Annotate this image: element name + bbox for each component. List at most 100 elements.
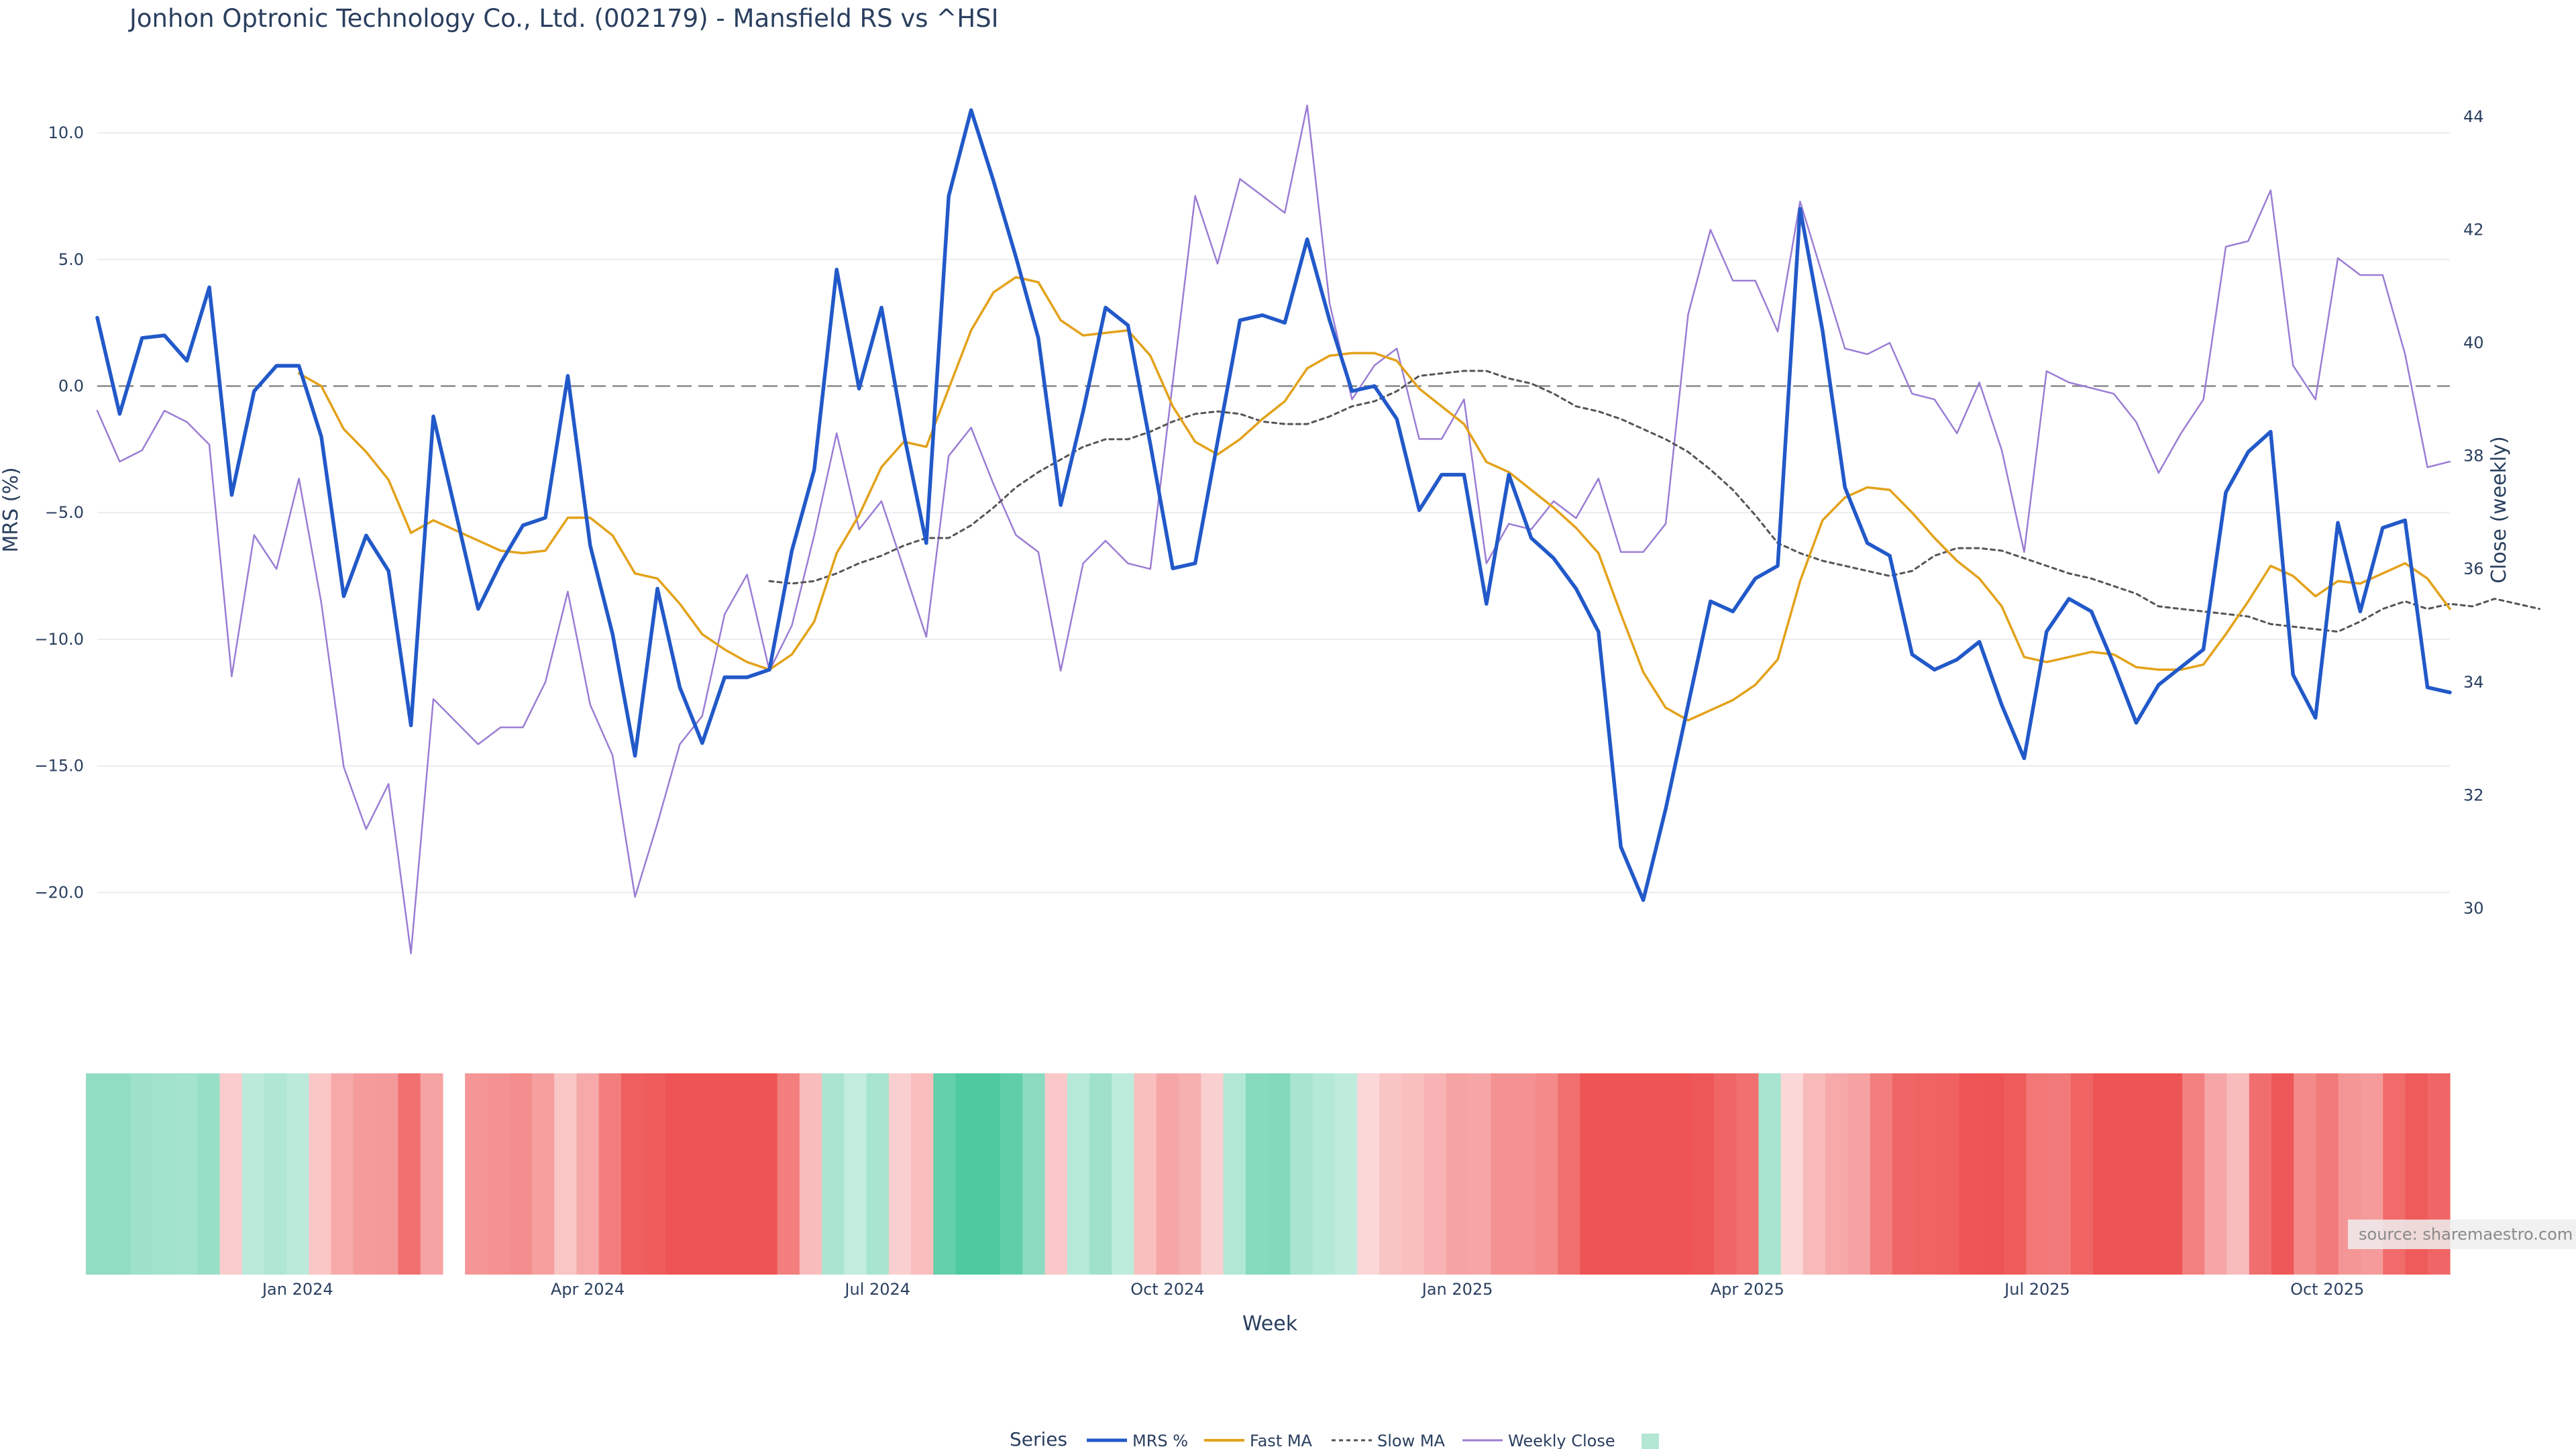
regime-cell <box>1981 1073 2004 1275</box>
regime-cell <box>1468 1073 1492 1275</box>
regime-cell <box>1179 1073 1201 1275</box>
y-tick-label: −20.0 <box>34 883 84 902</box>
regime-cell <box>688 1073 711 1275</box>
legend-label-weekly-close: Weekly Close <box>1508 1432 1615 1449</box>
regime-cell <box>822 1073 845 1275</box>
regime-cell <box>1067 1073 1090 1275</box>
x-tick-label: Jan 2024 <box>261 1280 333 1299</box>
regime-cell <box>955 1073 979 1275</box>
x-tick-label: Jan 2025 <box>1421 1280 1493 1299</box>
regime-cell <box>888 1073 912 1275</box>
regime-cell <box>755 1073 778 1275</box>
regime-cell <box>2249 1073 2272 1275</box>
regime-cell <box>2271 1073 2294 1275</box>
weekly-close-line <box>96 104 2451 955</box>
y2-tick-label: 34 <box>2463 673 2484 692</box>
regime-cell <box>1379 1073 1403 1275</box>
regime-cell <box>1446 1073 1469 1275</box>
series-layer <box>95 104 2541 955</box>
regime-cell <box>1201 1073 1224 1275</box>
chart-title: Jonhon Optronic Technology Co., Ltd. (00… <box>128 4 999 33</box>
regime-cell <box>1223 1073 1246 1275</box>
regime-cell <box>710 1073 733 1275</box>
regime-cell <box>1134 1073 1157 1275</box>
regime-cell <box>1401 1073 1425 1275</box>
legend-swatch-regime[interactable] <box>1642 1434 1659 1449</box>
regime-cell <box>777 1073 800 1275</box>
x-axis-ticks: Jan 2024 Apr 2024 Jul 2024 Oct 2024 Jan 2025… <box>261 1280 2364 1299</box>
regime-cell <box>197 1073 221 1275</box>
regime-cell <box>1312 1073 1336 1275</box>
regime-cell <box>241 1073 265 1275</box>
legend-item-mrs[interactable]: MRS % <box>1087 1432 1188 1449</box>
x-tick-label: Jul 2025 <box>2003 1280 2070 1299</box>
regime-cell <box>1870 1073 1893 1275</box>
regime-cell <box>1937 1073 1960 1275</box>
regime-cell <box>866 1073 890 1275</box>
source-text: source: sharemaestro.com <box>2359 1225 2573 1244</box>
regime-cell <box>420 1073 443 1275</box>
legend-item-fast-ma[interactable]: Fast MA <box>1204 1432 1313 1449</box>
regime-cell <box>554 1073 577 1275</box>
regime-cell <box>1713 1073 1737 1275</box>
y-tick-label: −10.0 <box>34 630 84 649</box>
x-tick-label: Apr 2024 <box>551 1280 625 1299</box>
regime-cell <box>1736 1073 1759 1275</box>
y2-axis-title: Close (weekly) <box>2487 436 2511 584</box>
y-tick-label: −5.0 <box>45 503 84 522</box>
regime-cell <box>844 1073 867 1275</box>
mrs-line <box>95 108 2452 902</box>
regime-cell <box>2093 1073 2116 1275</box>
regime-cell <box>1245 1073 1269 1275</box>
regime-cell <box>1268 1073 1291 1275</box>
regime-cell <box>1491 1073 1514 1275</box>
regime-cell <box>2004 1073 2027 1275</box>
regime-cell <box>174 1073 198 1275</box>
x-axis-title: Week <box>1242 1312 1298 1336</box>
regime-cell <box>1356 1073 1380 1275</box>
regime-cell <box>264 1073 287 1275</box>
regime-cell <box>933 1073 957 1275</box>
regime-cell <box>621 1073 644 1275</box>
regime-cell <box>1000 1073 1023 1275</box>
y-tick-label: −15.0 <box>34 757 84 775</box>
legend-item-weekly-close[interactable]: Weekly Close <box>1462 1432 1615 1449</box>
y-tick-label: 5.0 <box>58 250 84 269</box>
legend-label-fast-ma: Fast MA <box>1250 1432 1313 1449</box>
source-note-background <box>2348 1220 2576 1249</box>
x-tick-label: Oct 2025 <box>2290 1280 2364 1299</box>
regime-cell <box>509 1073 533 1275</box>
regime-cell <box>1959 1073 1982 1275</box>
y2-tick-label: 30 <box>2463 899 2484 918</box>
y-axis-title: MRS (%) <box>0 467 23 552</box>
regime-cell <box>2316 1073 2339 1275</box>
regime-cell <box>1580 1073 1603 1275</box>
regime-cell <box>1156 1073 1179 1275</box>
regime-cell <box>799 1073 822 1275</box>
regime-cell <box>2048 1073 2072 1275</box>
y-tick-label: 10.0 <box>48 123 84 142</box>
regime-cell <box>1112 1073 1135 1275</box>
legend[interactable]: Series MRS % Fast MA Slow MA Weekly Clos… <box>1010 1428 1659 1449</box>
regime-cell <box>398 1073 421 1275</box>
regime-cell <box>2226 1073 2250 1275</box>
regime-cell <box>2137 1073 2161 1275</box>
fast-ma-line <box>297 276 2451 722</box>
regime-cell <box>1780 1073 1804 1275</box>
regime-cell <box>643 1073 666 1275</box>
regime-cell <box>1089 1073 1112 1275</box>
grid <box>97 132 2450 894</box>
regime-cell <box>2182 1073 2205 1275</box>
regime-cell <box>219 1073 243 1275</box>
regime-cell <box>353 1073 376 1275</box>
regime-cell <box>1892 1073 1915 1275</box>
legend-label-slow-ma: Slow MA <box>1377 1432 1446 1449</box>
regime-cell <box>665 1073 689 1275</box>
regime-cell <box>2294 1073 2317 1275</box>
regime-cell <box>733 1073 755 1275</box>
regime-cell <box>1044 1073 1068 1275</box>
legend-label-mrs: MRS % <box>1132 1432 1188 1449</box>
legend-item-slow-ma[interactable]: Slow MA <box>1332 1432 1446 1449</box>
regime-cell <box>286 1073 310 1275</box>
regime-cell <box>2204 1073 2228 1275</box>
